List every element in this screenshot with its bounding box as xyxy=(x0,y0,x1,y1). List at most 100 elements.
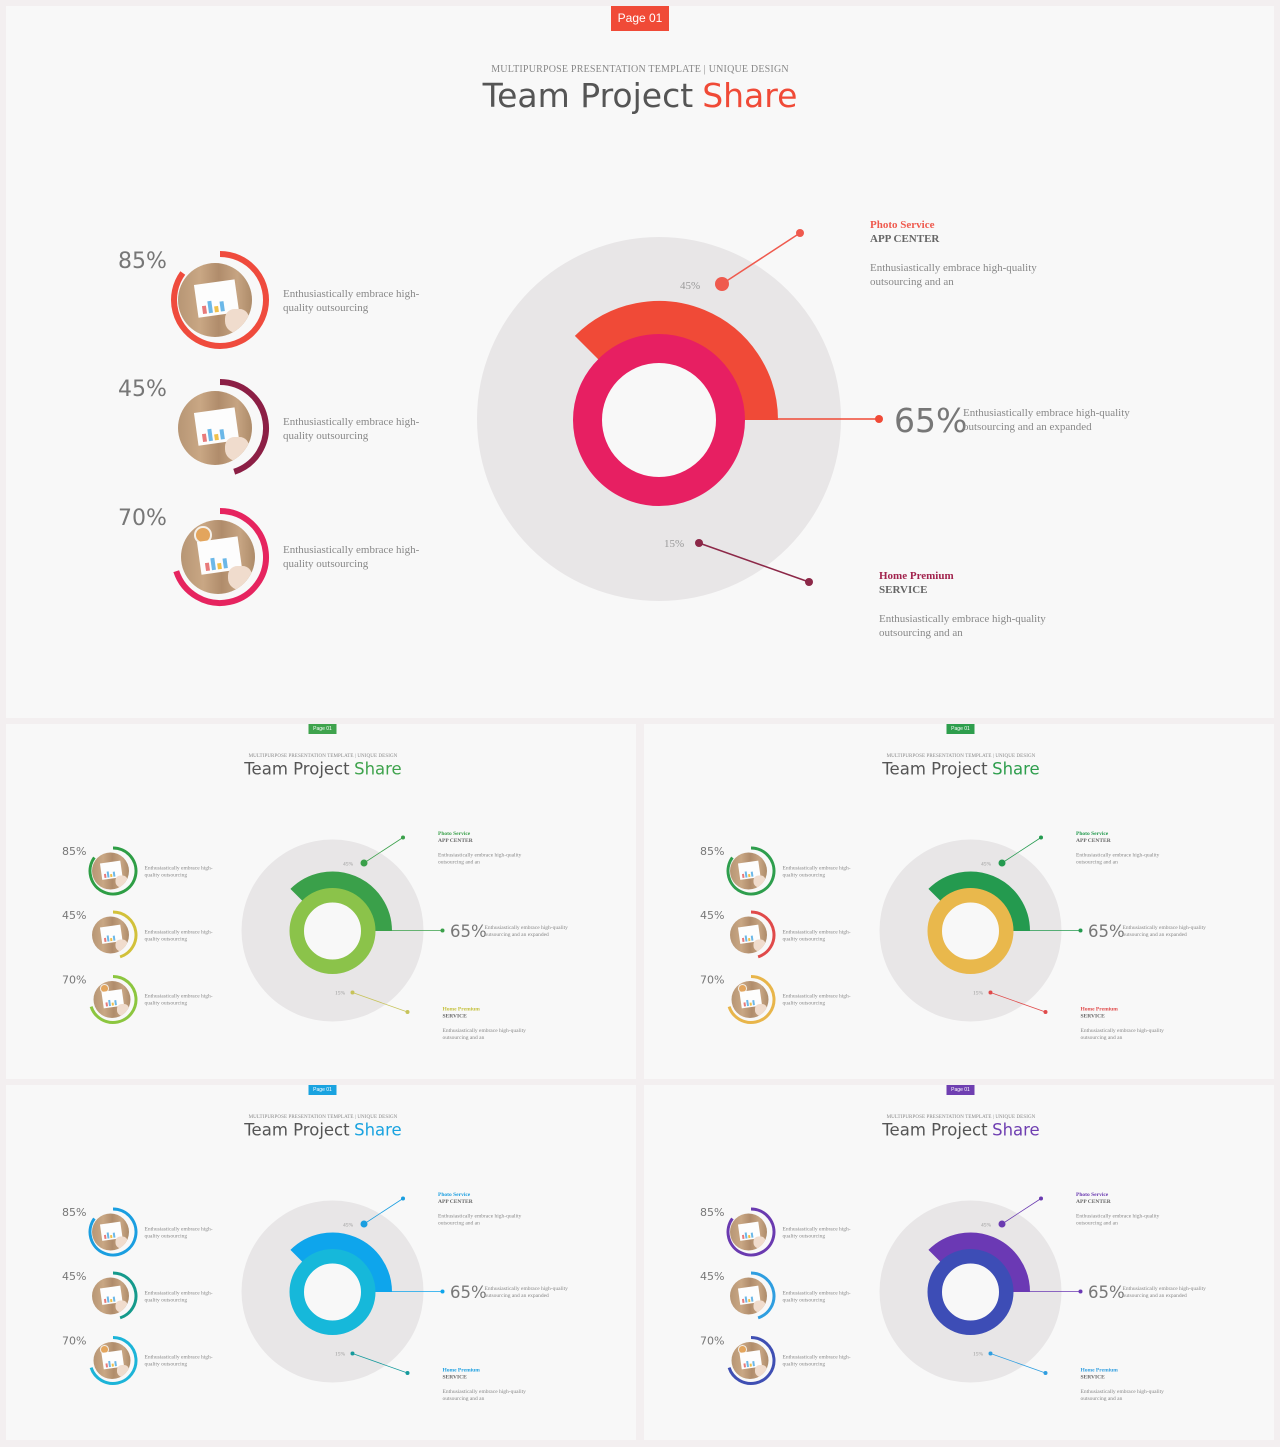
right-top-subtitle: APP CENTER xyxy=(438,1198,473,1205)
row-1-desc: Enthusiastically embrace high-quality ou… xyxy=(144,1226,213,1239)
slide-title: Team Project Share xyxy=(6,1120,636,1140)
row-1-photo xyxy=(92,1213,129,1251)
callout-dot-top-end xyxy=(401,835,405,840)
callout-dot-bottom-end xyxy=(405,1010,410,1014)
slide-subtitle: MULTIPURPOSE PRESENTATION TEMPLATE | UNI… xyxy=(491,64,789,75)
inner-share-ring xyxy=(289,1249,376,1335)
right-bottom-title: Home Premium xyxy=(1080,1006,1118,1012)
row-2-desc: Enthusiastically embrace high-quality ou… xyxy=(782,929,851,942)
callout-line-bottom xyxy=(352,1353,408,1374)
slide-purple: Page 01 MULTIPURPOSE PRESENTATION TEMPLA… xyxy=(644,1085,1274,1440)
right-mid-desc: Enthusiastically embrace high-quality ou… xyxy=(484,924,568,938)
row-3-photo xyxy=(93,981,131,1018)
right-top-subtitle: APP CENTER xyxy=(438,837,473,844)
callout-dot-top-start xyxy=(360,1220,368,1228)
right-top-desc: Enthusiastically embrace high-quality ou… xyxy=(1076,1213,1160,1226)
row-3-photo xyxy=(731,1342,769,1379)
row-1-photo xyxy=(730,1213,767,1251)
title-main: Team Project xyxy=(882,759,988,779)
right-bottom-subtitle: SERVICE xyxy=(879,584,928,596)
row-2-photo xyxy=(178,391,252,465)
row-3-desc: Enthusiastically embrace high-quality ou… xyxy=(283,544,420,570)
row-1-desc: Enthusiastically embrace high-quality ou… xyxy=(144,865,213,878)
right-mid-percent: 65% xyxy=(450,921,487,942)
row-2-desc: Enthusiastically embrace high-quality ou… xyxy=(144,1290,213,1303)
callout-dot-top-end xyxy=(1039,835,1043,840)
row-2-desc: Enthusiastically embrace high-quality ou… xyxy=(144,929,213,942)
right-bottom-title: Home Premium xyxy=(1080,1367,1118,1373)
row-2-photo xyxy=(730,1277,767,1315)
outer-share-arc xyxy=(574,301,778,421)
inner-share-ring xyxy=(573,334,745,506)
row-1-photo xyxy=(730,852,767,890)
right-bottom-subtitle: SERVICE xyxy=(1080,1013,1105,1019)
slide-yellow: Page 01 MULTIPURPOSE PRESENTATION TEMPLA… xyxy=(644,724,1274,1079)
slide-main: Page 01 MULTIPURPOSE PRESENTATION TEMPLA… xyxy=(6,6,1274,718)
callout-dot-mid-end xyxy=(440,928,445,933)
center-chart-layer xyxy=(289,1196,445,1375)
row-3-photo xyxy=(181,520,255,594)
row-1-desc: Enthusiastically embrace high-quality ou… xyxy=(782,865,851,878)
right-top-desc: Enthusiastically embrace high-quality ou… xyxy=(438,852,522,865)
row-3-percent: 70% xyxy=(62,974,87,987)
callout-line-top xyxy=(1001,1198,1042,1225)
row-1-progress-arc xyxy=(88,1207,138,1257)
pie-top-label: 45% xyxy=(981,861,992,867)
right-mid-percent: 65% xyxy=(450,1282,487,1303)
right-bottom-subtitle: SERVICE xyxy=(1080,1374,1105,1380)
pie-top-label: 45% xyxy=(343,861,354,867)
slide-stage: Page 01 MULTIPURPOSE PRESENTATION TEMPLA… xyxy=(644,724,1274,1079)
right-top-subtitle: APP CENTER xyxy=(870,233,940,245)
title-main: Team Project xyxy=(882,1120,988,1140)
row-2-photo xyxy=(92,916,129,954)
right-top-title: Photo Service xyxy=(870,219,935,231)
row-2-desc: Enthusiastically embrace high-quality ou… xyxy=(283,416,420,442)
row-2-desc: Enthusiastically embrace high-quality ou… xyxy=(782,1290,851,1303)
callout-dot-top-end xyxy=(796,229,804,237)
right-mid-desc: Enthusiastically embrace high-quality ou… xyxy=(963,407,1130,433)
slide-subtitle: MULTIPURPOSE PRESENTATION TEMPLATE | UNI… xyxy=(886,753,1036,759)
right-mid-percent: 65% xyxy=(1088,921,1125,942)
row-1-percent: 85% xyxy=(700,1206,725,1220)
callout-line-bottom xyxy=(990,992,1046,1013)
row-2-photo xyxy=(730,916,767,954)
page-badge: Page 01 xyxy=(308,724,337,734)
slide-stage: Page 01 MULTIPURPOSE PRESENTATION TEMPLA… xyxy=(6,6,1274,718)
row-1-photo xyxy=(178,263,252,337)
right-bottom-subtitle: SERVICE xyxy=(442,1013,467,1019)
right-top-desc: Enthusiastically embrace high-quality ou… xyxy=(1076,852,1160,865)
slide-subtitle: MULTIPURPOSE PRESENTATION TEMPLATE | UNI… xyxy=(248,1114,398,1120)
right-top-title: Photo Service xyxy=(438,1191,471,1198)
row-1-percent: 85% xyxy=(700,845,725,859)
slide-stage: Page 01 MULTIPURPOSE PRESENTATION TEMPLA… xyxy=(6,724,636,1079)
outer-share-arc xyxy=(290,1232,392,1293)
right-bottom-desc: Enthusiastically embrace high-quality ou… xyxy=(879,613,1046,639)
title-main: Team Project xyxy=(244,759,350,779)
callout-line-bottom xyxy=(990,1353,1046,1374)
callout-line-top xyxy=(721,232,801,285)
callout-dot-bottom-start xyxy=(350,1351,355,1356)
center-chart-layer xyxy=(927,835,1083,1014)
slide-title: Team Project Share xyxy=(6,76,1274,115)
row-1-percent: 85% xyxy=(118,249,167,274)
callout-dot-top-start xyxy=(360,859,368,867)
callout-dot-top-start xyxy=(715,277,729,291)
right-bottom-desc: Enthusiastically embrace high-quality ou… xyxy=(442,1027,526,1041)
callout-line-bottom xyxy=(698,542,810,583)
outer-share-arc xyxy=(928,1232,1030,1293)
right-mid-desc: Enthusiastically embrace high-quality ou… xyxy=(484,1285,568,1299)
right-mid-desc: Enthusiastically embrace high-quality ou… xyxy=(1122,924,1206,938)
inner-share-ring xyxy=(927,888,1014,974)
slide-title: Team Project Share xyxy=(644,1120,1274,1140)
row-2-percent: 45% xyxy=(700,909,725,923)
outer-share-arc xyxy=(928,871,1030,932)
pie-bottom-label: 15% xyxy=(973,1351,984,1357)
row-1-progress-arc xyxy=(726,1207,776,1257)
row-3-desc: Enthusiastically embrace high-quality ou… xyxy=(782,993,851,1006)
inner-share-ring xyxy=(927,1249,1014,1335)
callout-dot-bottom-end xyxy=(805,578,813,586)
row-1-progress-arc xyxy=(171,251,269,349)
slide-subtitle: MULTIPURPOSE PRESENTATION TEMPLATE | UNI… xyxy=(248,753,398,759)
callout-dot-bottom-start xyxy=(695,539,703,547)
slide-title: Team Project Share xyxy=(6,759,636,779)
